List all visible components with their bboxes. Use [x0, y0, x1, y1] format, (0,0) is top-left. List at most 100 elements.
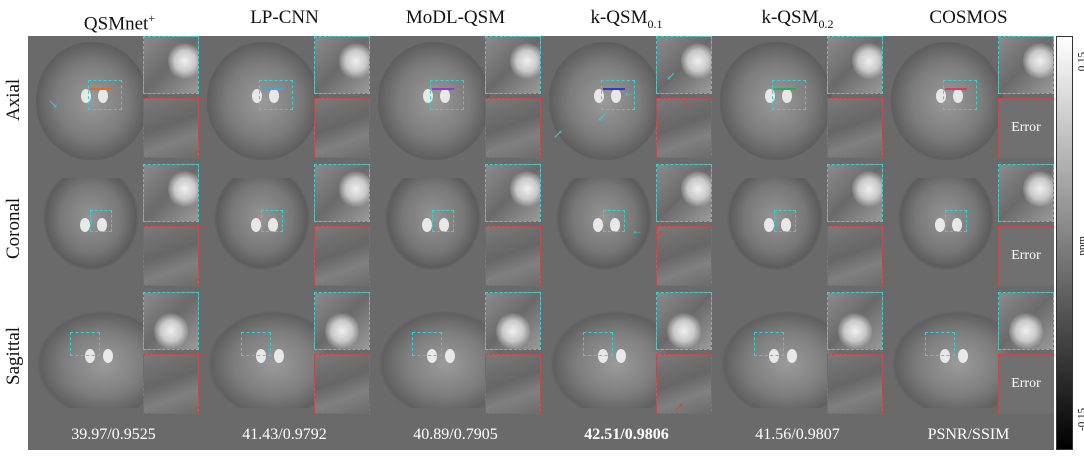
roi-box	[430, 80, 464, 110]
zoom-inset	[998, 292, 1054, 350]
roi-box	[601, 80, 635, 110]
zoom-inset	[827, 292, 883, 350]
column-title-6: COSMOS	[889, 6, 1049, 30]
error-map-inset	[656, 226, 712, 286]
annotation-arrow-icon: ←	[631, 223, 643, 237]
metric-label-4: 42.51/0.9806	[584, 426, 669, 443]
colorbar-bottom-label: -0.15	[1076, 408, 1084, 431]
zoom-inset	[314, 164, 370, 222]
brain-slice-axial	[549, 42, 661, 160]
roi-box	[925, 332, 955, 356]
roi-box	[241, 332, 271, 356]
error-map-inset	[827, 98, 883, 158]
error-map-inset	[485, 98, 541, 158]
brain-slice-axial	[720, 42, 832, 160]
roi-box	[432, 210, 454, 232]
brain-slice-sagittal	[891, 310, 1013, 408]
roi-box	[90, 210, 112, 232]
error-label: Error	[1011, 376, 1041, 391]
zoom-inset	[827, 36, 883, 94]
column-title-4: k-QSM0.1	[547, 6, 707, 36]
error-map-inset	[827, 226, 883, 286]
annotation-arrow-icon: ↙	[666, 69, 677, 83]
zoom-inset	[656, 292, 712, 350]
method-name: MoDL-QSM	[405, 7, 506, 28]
error-map-inset	[656, 354, 712, 414]
error-map-inset	[314, 98, 370, 158]
error-map-inset	[314, 226, 370, 286]
zoom-inset	[827, 164, 883, 222]
brain-slice-coronal	[891, 178, 1001, 278]
method-name: k-QSM	[761, 7, 819, 28]
brain-slice-axial	[891, 42, 1003, 160]
zoom-inset	[143, 164, 199, 222]
row-label-sagittal: Sagittal	[3, 326, 24, 386]
zoom-inset	[143, 292, 199, 350]
method-name: LP-CNN	[250, 7, 319, 28]
error-map-inset: Error	[998, 226, 1054, 286]
brain-slice-axial	[207, 42, 319, 160]
zoom-inset	[485, 292, 541, 350]
metric-label-1: 39.97/0.9525	[71, 426, 156, 443]
column-title-1: QSMnet+	[40, 6, 200, 36]
error-map-inset	[143, 354, 199, 414]
roi-box	[412, 332, 442, 356]
annotation-arrow-icon: ↗	[654, 227, 665, 241]
method-name: k-QSM	[590, 7, 648, 28]
error-map-inset	[143, 226, 199, 286]
brain-slice-sagittal	[549, 310, 671, 408]
column-title-2: LP-CNN	[205, 6, 365, 30]
column-title-3: MoDL-QSM	[376, 6, 536, 30]
brain-slice-coronal	[549, 178, 659, 278]
zoom-inset	[143, 36, 199, 94]
metric-label-2: 41.43/0.9792	[242, 426, 327, 443]
brain-slice-coronal	[720, 178, 830, 278]
method-subscript: 0.2	[818, 16, 834, 31]
colorbar-unit-label: ppm	[1076, 236, 1084, 256]
annotation-arrow-icon: ↙	[597, 110, 608, 124]
metric-label-3: 40.89/0.7905	[413, 426, 498, 443]
colorbar-top-label: 0.15	[1076, 52, 1084, 72]
profile-line	[261, 88, 283, 90]
zoom-inset	[998, 36, 1054, 94]
error-map-inset	[314, 354, 370, 414]
error-map-inset: Error	[998, 354, 1054, 414]
roi-box	[603, 210, 625, 232]
column-title-5: k-QSM0.2	[718, 6, 878, 36]
error-map-inset	[485, 354, 541, 414]
roi-box	[88, 80, 122, 110]
method-subscript: 0.1	[647, 16, 663, 31]
zoom-inset	[656, 164, 712, 222]
zoom-inset	[314, 36, 370, 94]
brain-slice-coronal	[36, 178, 146, 278]
roi-box	[774, 210, 796, 232]
annotation-arrow-icon: ↗	[553, 127, 564, 141]
zoom-inset	[485, 164, 541, 222]
brain-slice-coronal	[378, 178, 488, 278]
roi-box	[945, 210, 967, 232]
brain-slice-sagittal	[378, 310, 500, 408]
zoom-inset	[314, 292, 370, 350]
metric-label-6: PSNR/SSIM	[927, 426, 1010, 443]
method-name: COSMOS	[929, 7, 1008, 28]
brain-slice-axial	[36, 42, 148, 160]
profile-line	[90, 88, 112, 90]
brain-slice-axial	[378, 42, 490, 160]
profile-line	[945, 88, 967, 90]
brain-slice-coronal	[207, 178, 317, 278]
profile-line	[603, 88, 625, 90]
zoom-inset	[485, 36, 541, 94]
colorbar	[1056, 36, 1073, 450]
roi-box	[70, 332, 100, 356]
roi-box	[583, 332, 613, 356]
method-name: QSMnet	[83, 13, 149, 35]
annotation-arrow-icon: ←	[623, 85, 635, 99]
brain-slice-sagittal	[720, 310, 842, 408]
row-label-coronal: Coronal	[3, 197, 24, 259]
error-label: Error	[1011, 248, 1041, 263]
profile-line	[432, 88, 454, 90]
brain-slice-sagittal	[36, 310, 158, 408]
roi-box	[261, 210, 283, 232]
figure-panel	[28, 36, 1054, 450]
metric-label-5: 41.56/0.9807	[755, 426, 840, 443]
